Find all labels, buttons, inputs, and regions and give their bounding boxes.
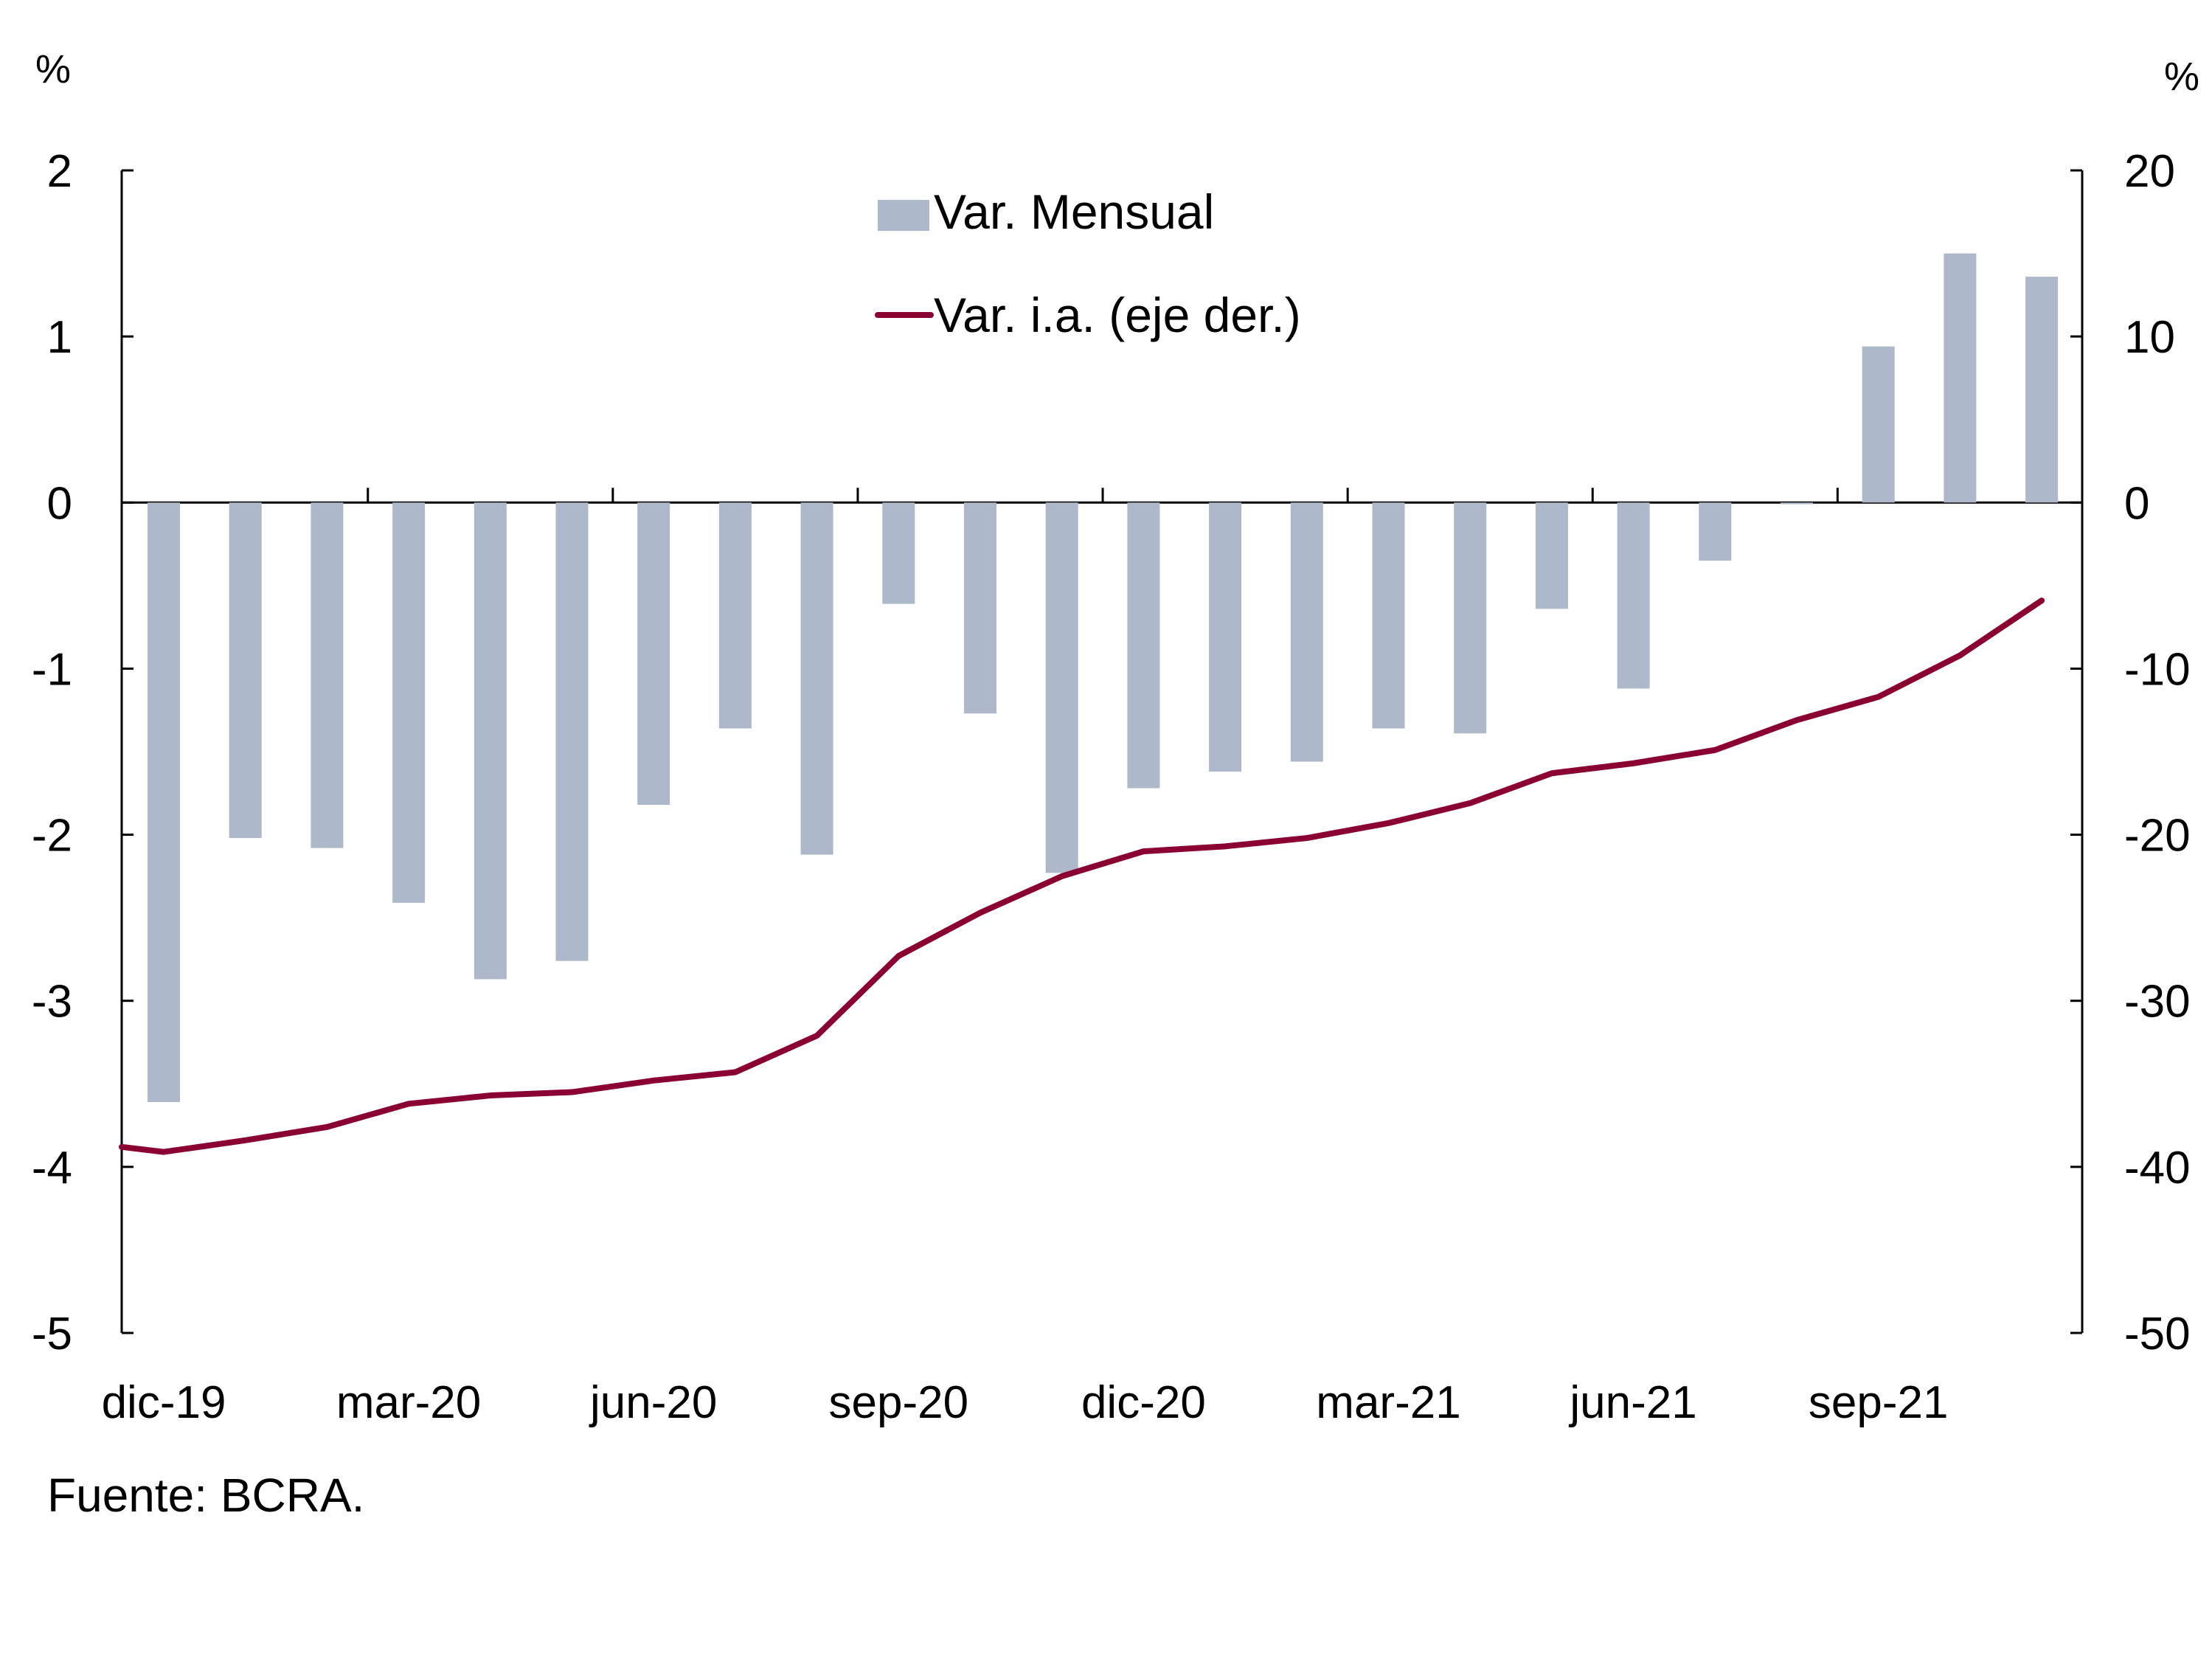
right-axis-unit: % bbox=[2164, 55, 2199, 99]
bar bbox=[1454, 502, 1487, 734]
right-tick-label: 20 bbox=[2124, 146, 2175, 197]
x-tick-label: mar-21 bbox=[1316, 1377, 1460, 1428]
bar bbox=[1127, 502, 1160, 789]
right-tick-label: -40 bbox=[2124, 1143, 2191, 1194]
bar bbox=[2025, 277, 2059, 503]
bar bbox=[1781, 502, 1813, 505]
bar bbox=[229, 502, 262, 839]
x-tick-label: jun-20 bbox=[589, 1377, 717, 1428]
bar bbox=[148, 502, 180, 1103]
left-tick-label: 1 bbox=[47, 312, 72, 363]
left-axis-unit: % bbox=[35, 47, 71, 91]
bar bbox=[800, 502, 833, 855]
bar bbox=[1535, 502, 1568, 609]
line-series bbox=[119, 598, 2045, 1155]
right-tick-label: -50 bbox=[2124, 1309, 2191, 1360]
legend-label-line: Var. i.a. (eje der.) bbox=[934, 288, 1301, 342]
bar bbox=[964, 502, 996, 714]
left-tick-label: -4 bbox=[32, 1143, 72, 1194]
right-tick-label: -30 bbox=[2124, 977, 2191, 1028]
x-tick-label: dic-19 bbox=[102, 1377, 226, 1428]
bar bbox=[1944, 253, 1977, 503]
bar bbox=[555, 502, 589, 961]
bar bbox=[1290, 502, 1323, 762]
right-tick-label: -10 bbox=[2124, 644, 2191, 695]
bar bbox=[1617, 502, 1650, 689]
right-tick-label: -20 bbox=[2124, 811, 2191, 862]
right-tick-label: 0 bbox=[2124, 478, 2149, 529]
bar bbox=[637, 502, 670, 806]
legend-swatch-bar bbox=[878, 200, 929, 231]
axes bbox=[120, 169, 2084, 1334]
bar bbox=[1699, 502, 1732, 561]
legend: Var. Mensual Var. i.a. (eje der.) bbox=[875, 184, 1301, 342]
left-tick-label: -5 bbox=[32, 1309, 72, 1360]
bar bbox=[882, 502, 915, 604]
right-tick-label: 10 bbox=[2124, 312, 2175, 363]
bar bbox=[474, 502, 507, 980]
x-tick-label: sep-20 bbox=[829, 1377, 969, 1428]
left-tick-label: -1 bbox=[32, 644, 72, 695]
legend-label-bar: Var. Mensual bbox=[934, 184, 1214, 239]
bar bbox=[1372, 502, 1405, 729]
x-tick-label: sep-21 bbox=[1809, 1377, 1949, 1428]
source-note: Fuente: BCRA. bbox=[47, 1469, 365, 1522]
bar bbox=[311, 502, 344, 848]
left-tick-label: -2 bbox=[32, 811, 72, 862]
bar bbox=[1862, 346, 1895, 503]
x-tick-label: dic-20 bbox=[1081, 1377, 1206, 1428]
bar bbox=[718, 502, 752, 729]
left-tick-label: -3 bbox=[32, 977, 72, 1028]
bar bbox=[1045, 502, 1078, 873]
left-tick-label: 0 bbox=[47, 478, 72, 529]
bar bbox=[392, 502, 426, 903]
x-tick-label: mar-20 bbox=[336, 1377, 481, 1428]
x-tick-label: jun-21 bbox=[1568, 1377, 1696, 1428]
bar bbox=[1209, 502, 1242, 772]
bars-series bbox=[148, 253, 2059, 1103]
left-tick-label: 2 bbox=[47, 146, 72, 197]
